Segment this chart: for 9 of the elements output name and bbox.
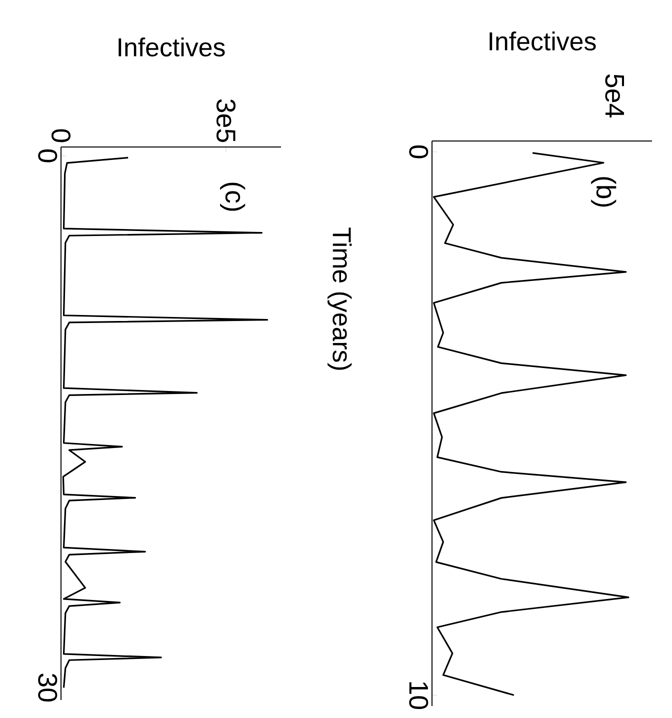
x-axis-title: Infectives xyxy=(118,37,225,57)
annotation: (c) xyxy=(220,182,246,211)
x-axis-title: Infectives xyxy=(490,31,596,51)
y-tick-label: 30 xyxy=(38,674,58,702)
y-tick-label: 10 xyxy=(409,682,428,710)
y-axis-title: Time (years) xyxy=(328,228,352,370)
x-tick-label: 3e5 xyxy=(216,99,236,142)
annotation: (b) xyxy=(591,177,616,207)
text: 5e4 xyxy=(605,74,624,118)
